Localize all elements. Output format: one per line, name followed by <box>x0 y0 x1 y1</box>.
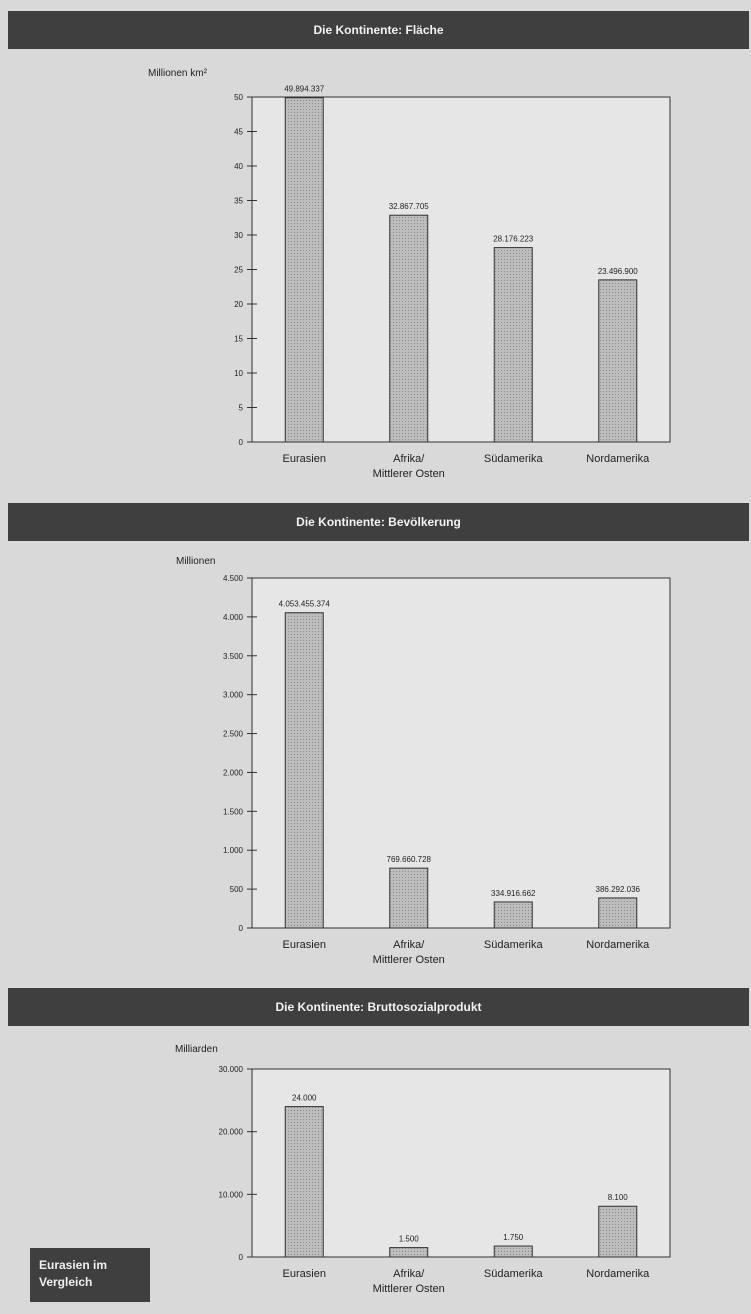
y-tick-label: 500 <box>230 885 244 894</box>
bar-1 <box>389 867 429 929</box>
category-label: Südamerika <box>484 1268 544 1280</box>
data-label: 4.053.455.374 <box>279 600 331 609</box>
bar-0 <box>284 97 324 443</box>
y-tick-label: 3.000 <box>223 691 244 700</box>
chart-title-area: Die Kontinente: Fläche <box>8 11 749 49</box>
data-label: 769.660.728 <box>387 855 432 864</box>
data-label: 28.176.223 <box>493 235 534 244</box>
y-tick-label: 0 <box>239 1253 244 1262</box>
y-tick-label: 50 <box>234 93 243 102</box>
y-tick-label: 3.500 <box>223 652 244 661</box>
category-label: Südamerika <box>484 939 544 951</box>
y-tick-label: 2.500 <box>223 730 244 739</box>
y-tick-label: 20.000 <box>219 1128 244 1137</box>
y-tick-label: 35 <box>234 197 243 206</box>
data-label: 23.496.900 <box>598 267 639 276</box>
y-tick-label: 1.000 <box>223 846 244 855</box>
bar-1 <box>389 1247 429 1258</box>
area-bar-chart: Millionen km² 0 5 10 15 20 25 30 35 40 45 50 49.894.… <box>148 68 671 480</box>
bar-0 <box>284 1106 324 1258</box>
bar-1 <box>389 214 429 443</box>
bar-0 <box>284 612 324 929</box>
y-tick-label: 15 <box>234 335 243 344</box>
category-label: Afrika/ <box>393 1268 425 1280</box>
y-tick-label: 0 <box>239 924 244 933</box>
category-label: Mittlerer Osten <box>373 954 445 966</box>
corner-label-line-2: Vergleich <box>39 1275 93 1289</box>
y-tick-label: 20 <box>234 300 243 309</box>
data-label: 1.500 <box>399 1235 420 1244</box>
y-tick-label: 4.500 <box>223 574 244 583</box>
data-label: 1.750 <box>503 1233 524 1242</box>
category-label: Nordamerika <box>586 453 650 465</box>
data-label: 386.292.036 <box>596 885 641 894</box>
y-tick-label: 4.000 <box>223 613 244 622</box>
category-label: Mittlerer Osten <box>373 1283 445 1295</box>
population-bar-chart: Millionen 0 500 1.000 1.500 2.000 2.500 3.000 3.… <box>176 556 671 966</box>
y-tick-label: 25 <box>234 266 243 275</box>
y-tick-label: 30.000 <box>219 1065 244 1074</box>
gnp-bar-chart: Milliarden 0 10.000 20.000 30.000 24.000 Euras… <box>175 1044 671 1295</box>
chart-title-gnp: Die Kontinente: Bruttosozialprodukt <box>8 988 749 1026</box>
y-tick-label: 5 <box>239 404 244 413</box>
data-label: 32.867.705 <box>389 202 430 211</box>
chart-title-population: Die Kontinente: Bevölkerung <box>8 503 749 541</box>
corner-label-line-1: Eurasien im <box>39 1258 108 1272</box>
y-axis-label: Millionen km² <box>148 68 208 79</box>
category-label: Nordamerika <box>586 1268 650 1280</box>
category-label: Afrika/ <box>393 453 425 465</box>
bar-2 <box>493 1245 533 1258</box>
y-tick-label: 40 <box>234 162 243 171</box>
y-tick-label: 45 <box>234 128 243 137</box>
category-label: Eurasien <box>283 1268 326 1280</box>
y-tick-label: 10 <box>234 369 243 378</box>
y-tick-label: 0 <box>239 438 244 447</box>
category-label: Südamerika <box>484 453 544 465</box>
y-tick-label: 1.500 <box>223 807 244 816</box>
y-axis-label: Milliarden <box>175 1044 218 1055</box>
category-label: Mittlerer Osten <box>373 468 445 480</box>
category-label: Eurasien <box>283 453 326 465</box>
y-tick-label: 2.000 <box>223 768 244 777</box>
corner-label: Eurasien im Vergleich <box>30 1248 150 1302</box>
category-label: Eurasien <box>283 939 326 951</box>
data-label: 8.100 <box>608 1193 629 1202</box>
bar-2 <box>493 901 533 929</box>
data-label: 24.000 <box>292 1094 317 1103</box>
y-tick-label: 10.000 <box>219 1190 244 1199</box>
bar-2 <box>493 247 533 443</box>
bar-3 <box>598 279 638 443</box>
category-label: Afrika/ <box>393 939 425 951</box>
data-label: 49.894.337 <box>284 85 325 94</box>
category-label: Nordamerika <box>586 939 650 951</box>
y-axis-label: Millionen <box>176 556 215 567</box>
y-tick-label: 30 <box>234 231 243 240</box>
data-label: 334.916.662 <box>491 889 536 898</box>
bar-3 <box>598 1205 638 1258</box>
bar-3 <box>598 897 638 929</box>
